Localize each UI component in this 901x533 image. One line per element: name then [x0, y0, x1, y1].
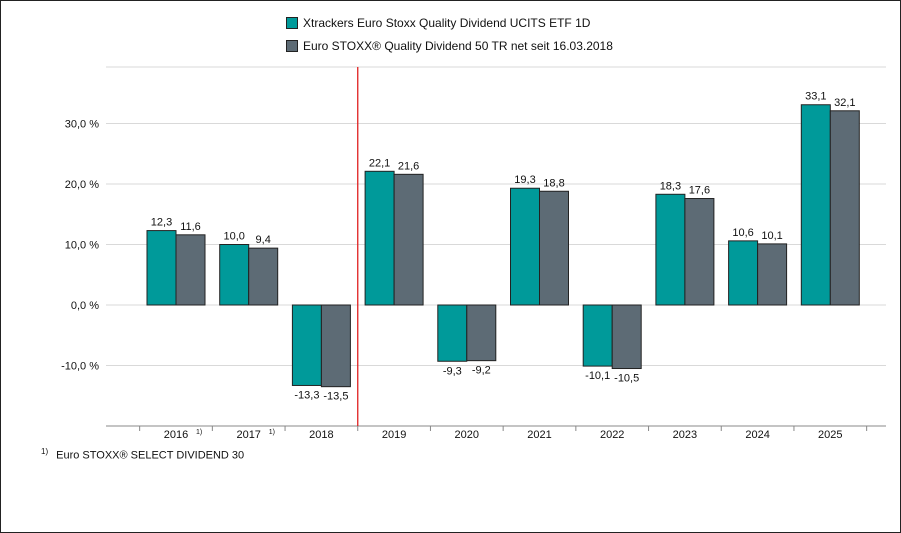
x-tick-label: 2021 [527, 429, 551, 441]
bar-index [466, 304, 497, 362]
data-label: 11,6 [180, 221, 201, 233]
data-label: -10,5 [614, 373, 639, 385]
data-label: 10,6 [732, 227, 753, 239]
bar-index [829, 110, 860, 306]
footnote: 1) Euro STOXX® SELECT DIVIDEND 30 [41, 447, 244, 462]
x-tick-label: 2023 [673, 429, 697, 441]
data-label: 12,3 [151, 217, 172, 229]
bar-etf [728, 240, 759, 306]
bar-etf [800, 104, 831, 306]
data-label: 22,1 [369, 157, 390, 169]
x-tick-label: 2016 [164, 429, 188, 441]
bar-etf [582, 304, 613, 367]
legend-item-index: Euro STOXX® Quality Dividend 50 TR net s… [286, 38, 613, 54]
x-tick-label: 2024 [745, 429, 769, 441]
bar-index [757, 243, 788, 306]
data-label: -9,2 [472, 365, 491, 377]
data-label: 9,4 [256, 234, 271, 246]
data-label: 17,6 [689, 185, 710, 197]
x-tick-marker: 1) [196, 429, 202, 436]
bar-index [248, 247, 279, 306]
data-label: 10,0 [223, 231, 244, 243]
y-tick-label: 10,0 % [65, 240, 99, 252]
x-tick-label: 2017 [236, 429, 260, 441]
legend-label-etf: Xtrackers Euro Stoxx Quality Dividend UC… [303, 16, 591, 30]
data-label: 33,1 [805, 91, 826, 103]
data-label: -13,5 [323, 391, 348, 403]
data-label: 19,3 [514, 174, 535, 186]
bar-etf [219, 244, 250, 306]
y-tick-label: 30,0 % [65, 119, 99, 131]
data-label: 32,1 [834, 97, 855, 109]
bar-index [175, 234, 206, 306]
bar-index [393, 173, 424, 306]
bar-index [539, 190, 569, 306]
bar-etf [291, 304, 322, 386]
data-label: 18,3 [660, 180, 681, 192]
bar-etf [437, 304, 468, 362]
y-tick-label: 0,0 % [71, 300, 99, 312]
x-tick-label: 2025 [818, 429, 842, 441]
data-label: 18,8 [543, 177, 564, 189]
bar-index [684, 198, 715, 306]
data-label: -9,3 [443, 365, 462, 377]
data-label: -13,3 [294, 389, 319, 401]
x-tick-marker: 1) [269, 429, 275, 436]
x-tick-label: 2020 [455, 429, 479, 441]
x-tick-label: 2018 [309, 429, 333, 441]
x-tick-label: 2019 [382, 429, 406, 441]
y-tick-label: -10,0 % [61, 361, 99, 373]
footnote-text: Euro STOXX® SELECT DIVIDEND 30 [56, 449, 245, 462]
data-label: 21,6 [398, 160, 419, 172]
bar-etf [510, 187, 540, 306]
bar-etf [146, 230, 177, 306]
y-tick-label: 20,0 % [65, 179, 99, 191]
data-label: -10,1 [585, 370, 610, 382]
legend-item-etf: Xtrackers Euro Stoxx Quality Dividend UC… [286, 15, 590, 31]
bar-index [611, 304, 642, 370]
bar-index [320, 304, 351, 388]
x-tick-label: 2022 [600, 429, 624, 441]
legend-swatch-etf [286, 17, 298, 29]
data-label: 10,1 [761, 230, 782, 242]
footnote-marker: 1) [41, 447, 49, 456]
bar-etf [655, 193, 686, 306]
legend-swatch-index [286, 40, 298, 52]
legend-label-index: Euro STOXX® Quality Dividend 50 TR net s… [303, 39, 613, 53]
bar-etf [364, 170, 395, 306]
